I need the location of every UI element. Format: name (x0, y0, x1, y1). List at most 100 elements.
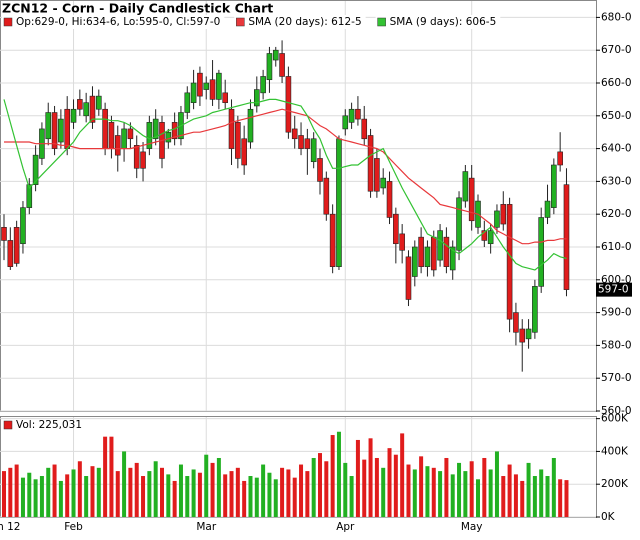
y-tick-label: 0K (601, 511, 616, 523)
candle-body (260, 76, 266, 94)
volume-bar (122, 451, 127, 517)
volume-bar (545, 476, 550, 517)
candle-body (487, 230, 494, 245)
candle-body (500, 204, 507, 225)
volume-bar (286, 469, 291, 517)
sma-line (4, 108, 567, 245)
candle-body (285, 76, 292, 133)
volume-bar (172, 480, 177, 517)
legend-entry: SMA (9 days): 606-5 (390, 16, 497, 28)
candle-body (380, 177, 387, 189)
candle-body (152, 118, 159, 140)
last-price-label: 597-0 (598, 284, 629, 296)
candle-body (272, 49, 279, 61)
volume-bar (463, 471, 468, 517)
sma-line (3, 98, 567, 271)
candle-body (525, 328, 532, 340)
candle-body (77, 99, 83, 110)
candle-body (506, 204, 513, 320)
volume-bar (39, 476, 44, 517)
candle-body (20, 207, 26, 245)
legend-bg (2, 15, 225, 29)
candle-body (551, 164, 557, 208)
volume-bar (185, 476, 190, 517)
candle-body (411, 246, 418, 277)
volume-bar (564, 480, 569, 517)
volume-bar (381, 467, 386, 517)
candle-body (203, 82, 210, 90)
candle-body (317, 158, 323, 182)
candle-body (291, 128, 298, 140)
candle-body (298, 135, 304, 149)
candle-body (96, 95, 102, 110)
volume-bar (52, 464, 57, 517)
candle-body (329, 213, 336, 267)
volume-bar (305, 471, 310, 517)
candle-body (418, 236, 424, 267)
volume-bar (374, 457, 379, 517)
y-tick-label: 620-0 (601, 208, 632, 220)
volume-bar (2, 471, 6, 517)
volume-bar (318, 453, 322, 517)
volume-bar (336, 431, 341, 517)
chart-title: ZCN12 - Corn - Daily Candlestick Chart (2, 1, 273, 16)
volume-bar (513, 474, 518, 517)
y-tick-label: 660-0 (601, 77, 632, 89)
volume-bar (191, 469, 196, 517)
candle-body (405, 256, 412, 300)
candle-body (45, 112, 52, 140)
volume-bar (248, 476, 253, 517)
x-tick-label: Feb (64, 521, 83, 533)
candle-body (279, 53, 285, 77)
y-tick-label: 400K (601, 445, 629, 457)
candle-body (51, 112, 58, 149)
candle-body (133, 145, 140, 169)
y-tick-label: 670-0 (601, 44, 632, 56)
volume-bar (134, 462, 139, 517)
y-tick-label: 200K (601, 478, 629, 490)
candle-body (481, 230, 488, 241)
volume-bar (349, 476, 354, 517)
legend-bg (375, 15, 501, 29)
last-price-box (596, 282, 632, 297)
volume-bar (8, 467, 13, 517)
candle-body (146, 122, 153, 149)
y-tick-label: 610-0 (601, 241, 632, 253)
candle-body (197, 72, 203, 97)
volume-bar (27, 472, 32, 517)
candle-body (228, 108, 235, 149)
volume-bar (128, 467, 133, 517)
volume-bar (539, 469, 544, 517)
candle-body (254, 89, 260, 107)
volume-bar (482, 457, 487, 517)
candle-body (310, 138, 317, 163)
volume-bar (476, 479, 480, 517)
volume-bar (178, 464, 183, 517)
x-tick-label: Jan 12 (0, 521, 20, 533)
candle-body (430, 236, 437, 271)
y-tick-label: 650-0 (601, 110, 632, 122)
volume-bar (488, 469, 493, 517)
volume-bar (84, 476, 89, 517)
legend-ohlc: Op:629-0, Hi:634-6, Lo:595-0, Cl:597-0 (16, 16, 220, 28)
y-tick-label: 560-0 (601, 405, 632, 417)
candle-body (184, 92, 191, 113)
volume-bar (90, 466, 95, 517)
y-tick-label: 640-0 (601, 143, 632, 155)
candle-body (563, 184, 570, 290)
volume-bar (273, 479, 278, 517)
volume-bar (14, 464, 19, 517)
candle-body (374, 158, 380, 192)
volume-bar (229, 471, 234, 517)
volume-bar (235, 467, 240, 517)
candle-body (393, 213, 399, 245)
candle-body (32, 154, 39, 185)
volume-bar (324, 461, 329, 517)
candle-body (342, 115, 349, 130)
candle-body (468, 177, 475, 222)
volume-bar (400, 433, 405, 517)
candle-body (1, 227, 7, 241)
volume-bar (254, 477, 259, 517)
volume-bar (311, 457, 316, 517)
